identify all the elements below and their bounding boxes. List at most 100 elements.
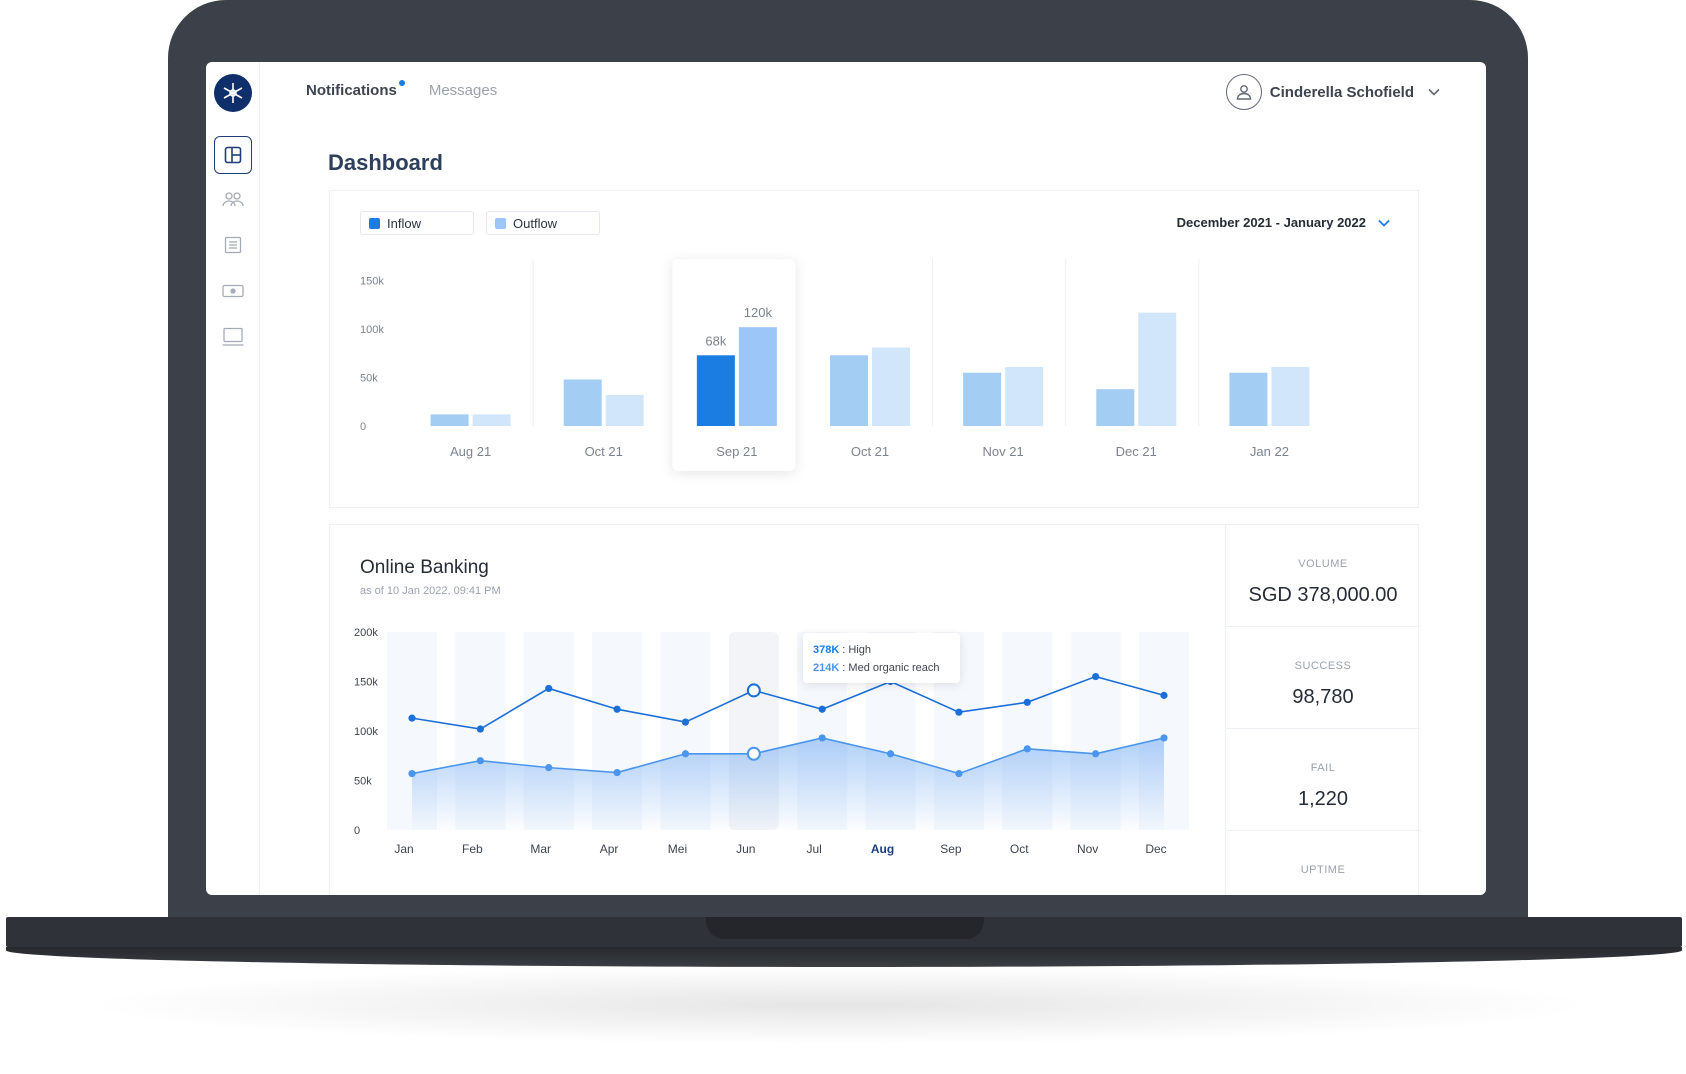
tooltip-row-med: 214K: Med organic reach: [813, 659, 950, 677]
dashboard-icon: [224, 146, 242, 164]
point-high: [476, 725, 484, 733]
outflow-swatch: [495, 217, 506, 229]
monitor-icon: [222, 327, 244, 346]
point-low: [681, 750, 690, 758]
user-icon: [1236, 85, 1251, 100]
bar-outflow: [1005, 366, 1044, 426]
app-screen: Notifications Messages Cinderella Schofi…: [206, 62, 1486, 895]
sidebar: [206, 62, 260, 895]
x-tick-label: Sep: [940, 842, 962, 856]
point-high: [818, 705, 826, 713]
stat-success-value: 98,780: [1292, 686, 1354, 708]
point-low: [1023, 745, 1031, 753]
point-high: [408, 714, 416, 722]
chevron-down-icon: [1378, 219, 1390, 227]
stats-panel: VOLUME SGD 378,000.00 SUCCESS 98,780 FAI…: [1225, 525, 1420, 895]
bar-inflow: [696, 355, 735, 426]
x-tick-label: Oct 21: [585, 444, 623, 459]
y-tick-label: 50k: [354, 776, 372, 788]
sidebar-item-list[interactable]: [214, 226, 252, 264]
x-tick-label: Mei: [668, 842, 687, 856]
tab-messages-label: Messages: [428, 82, 498, 99]
bar-inflow: [963, 372, 1002, 426]
user-menu[interactable]: Cinderella Schofield: [1225, 74, 1440, 110]
point-high: [1160, 691, 1168, 699]
sidebar-item-users[interactable]: [214, 180, 252, 218]
app-logo[interactable]: [214, 74, 252, 112]
date-range-label: December 2021 - January 2022: [1176, 215, 1366, 230]
stat-volume: VOLUME SGD 378,000.00: [1226, 525, 1420, 627]
stat-volume-label: VOLUME: [1298, 558, 1348, 570]
chart-legend: Inflow Outflow: [360, 211, 600, 235]
bar-outflow: [738, 327, 777, 426]
x-tick-label: Oct 21: [851, 444, 889, 459]
point-low: [1160, 734, 1168, 742]
legend-inflow[interactable]: Inflow: [360, 211, 474, 235]
point-high: [1092, 672, 1100, 681]
series-line-high: [411, 675, 1165, 730]
bar-outflow: [1138, 312, 1177, 426]
notification-dot: [398, 80, 405, 86]
x-tick-label: Jan 22: [1250, 444, 1289, 459]
flow-chart-card: Inflow Outflow December 2021 - January 2…: [329, 190, 1419, 508]
sidebar-item-dashboard[interactable]: [214, 136, 252, 174]
point-low: [476, 757, 484, 765]
bar-inflow: [830, 355, 868, 426]
users-icon: [222, 192, 244, 207]
bar-outflow: [1271, 366, 1310, 426]
bar-inflow: [430, 414, 469, 426]
bar-outflow: [605, 395, 644, 426]
series-line-low: [411, 737, 1165, 775]
tab-notifications[interactable]: Notifications: [306, 80, 405, 99]
chart-tooltip: 378K: High 214K: Med organic reach: [803, 633, 960, 683]
tooltip-med-key: 214K: [813, 662, 840, 674]
bar-inflow: [563, 379, 602, 426]
data-label: 120k: [744, 305, 773, 320]
tab-messages[interactable]: Messages: [429, 82, 497, 99]
tooltip-row-high: 378K: High: [813, 641, 950, 659]
point-high: [955, 708, 963, 716]
chevron-down-icon[interactable]: [1428, 88, 1440, 96]
x-tick-label: Sep 21: [716, 444, 757, 459]
point-high-highlight: [746, 683, 761, 698]
snowflake-logo-icon: [223, 83, 243, 103]
y-tick-label: 100k: [354, 726, 378, 738]
x-tick-label-active: Aug: [871, 842, 894, 856]
sidebar-item-cash[interactable]: [214, 272, 252, 310]
y-tick-label: 100k: [360, 324, 384, 336]
stat-fail: FAIL 1,220: [1226, 729, 1420, 831]
avatar: [1225, 74, 1262, 110]
stat-fail-value: 1,220: [1297, 788, 1349, 810]
laptop-shadow: [80, 965, 1600, 1045]
bar-outflow: [872, 347, 910, 426]
flow-bar-chart: 0 50k 100k 150k Aug 21 Oct 21 Sep 21 68k 120k Oct…: [360, 259, 1310, 471]
banking-title: Online Banking: [360, 557, 489, 578]
y-tick-label: 200k: [354, 627, 378, 639]
point-low: [613, 768, 621, 777]
laptop-base-bottom: [6, 947, 1682, 967]
tooltip-med-text: : Med organic reach: [842, 662, 940, 674]
point-low: [545, 764, 553, 772]
point-low: [1092, 750, 1100, 758]
date-range-select[interactable]: December 2021 - January 2022: [1177, 215, 1390, 230]
legend-outflow-label: Outflow: [513, 215, 558, 231]
legend-inflow-label: Inflow: [387, 215, 421, 231]
stat-uptime: UPTIME: [1226, 831, 1420, 895]
point-low: [408, 769, 416, 778]
x-tick-label: Jan: [394, 842, 413, 856]
y-tick-label: 150k: [354, 677, 378, 689]
area-fill-low: [412, 737, 1164, 830]
x-tick-label: Nov 21: [983, 444, 1024, 459]
bar-inflow: [1229, 372, 1268, 426]
y-tick-label: 150k: [360, 276, 384, 288]
online-banking-card: Online Banking as of 10 Jan 2022, 09:41 …: [329, 524, 1420, 895]
stat-fail-label: FAIL: [1310, 762, 1336, 774]
laptop-notch: [706, 917, 984, 939]
stat-uptime-label: UPTIME: [1300, 864, 1346, 876]
legend-outflow[interactable]: Outflow: [486, 211, 600, 235]
x-tick-label: Dec 21: [1116, 444, 1157, 459]
point-high: [681, 718, 690, 726]
sidebar-item-monitor[interactable]: [214, 318, 252, 356]
y-tick-label: 0: [360, 421, 366, 433]
point-high: [545, 684, 553, 693]
